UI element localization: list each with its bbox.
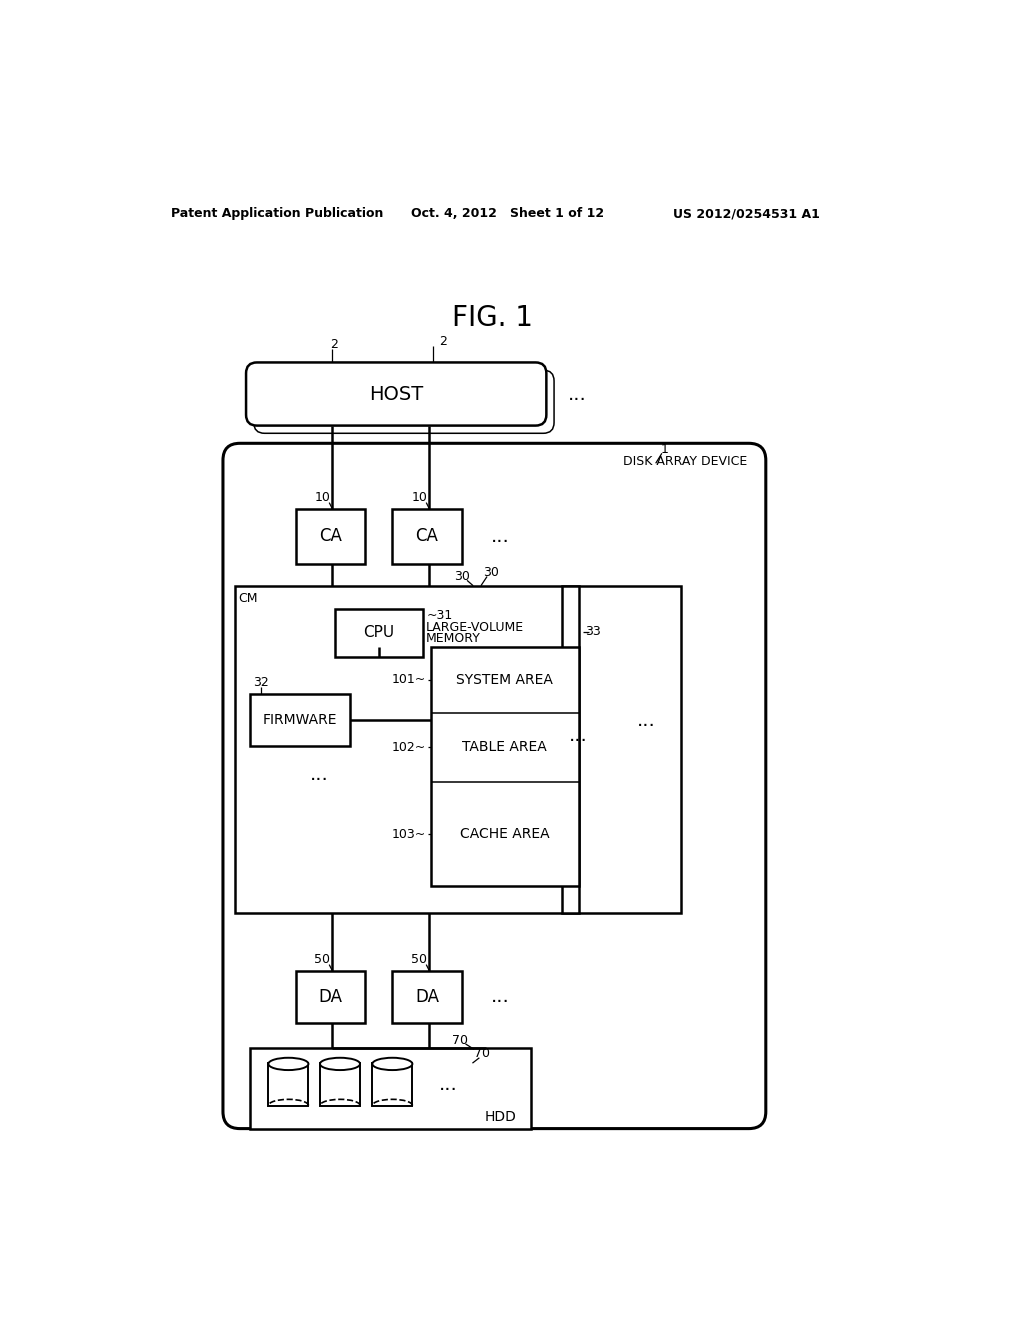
Ellipse shape: [268, 1057, 308, 1071]
Text: 30: 30: [483, 566, 499, 579]
FancyBboxPatch shape: [254, 370, 554, 433]
Bar: [319, 1063, 360, 1106]
Text: DA: DA: [318, 987, 343, 1006]
Text: HDD: HDD: [484, 1110, 516, 1125]
Text: CA: CA: [319, 528, 342, 545]
Text: Oct. 4, 2012   Sheet 1 of 12: Oct. 4, 2012 Sheet 1 of 12: [412, 207, 604, 220]
Bar: [562, 586, 579, 913]
Text: 70: 70: [474, 1047, 490, 1060]
Text: US 2012/0254531 A1: US 2012/0254531 A1: [673, 207, 820, 220]
Bar: [234, 586, 681, 913]
Text: HOST: HOST: [369, 384, 423, 404]
Text: ...: ...: [569, 726, 588, 746]
Text: TABLE AREA: TABLE AREA: [463, 741, 547, 755]
Text: ...: ...: [310, 764, 329, 784]
Text: 1: 1: [660, 444, 668, 455]
Bar: [392, 508, 462, 564]
Text: ...: ...: [567, 384, 587, 404]
Text: 32: 32: [253, 676, 268, 689]
Text: ~31: ~31: [426, 609, 453, 622]
Text: ...: ...: [490, 527, 510, 546]
Text: LARGE-VOLUME: LARGE-VOLUME: [426, 620, 524, 634]
Text: 70: 70: [453, 1034, 468, 1047]
Text: 30: 30: [454, 570, 470, 583]
Bar: [268, 1063, 308, 1106]
Text: SYSTEM AREA: SYSTEM AREA: [457, 673, 553, 686]
Text: 2: 2: [330, 338, 338, 351]
Text: 103~: 103~: [392, 828, 426, 841]
Text: 50: 50: [313, 953, 330, 966]
Text: CA: CA: [416, 528, 438, 545]
Text: DISK ARRAY DEVICE: DISK ARRAY DEVICE: [624, 454, 748, 467]
Text: FIRMWARE: FIRMWARE: [263, 713, 337, 727]
Bar: [250, 1048, 531, 1129]
Ellipse shape: [319, 1057, 360, 1071]
Bar: [250, 693, 350, 746]
Bar: [431, 647, 579, 886]
Text: CPU: CPU: [362, 626, 394, 640]
Text: 10: 10: [315, 491, 331, 504]
FancyBboxPatch shape: [246, 363, 547, 425]
FancyBboxPatch shape: [223, 444, 766, 1129]
Text: 33: 33: [585, 626, 600, 639]
Text: 2: 2: [439, 335, 447, 348]
Bar: [296, 508, 366, 564]
Bar: [373, 1063, 413, 1106]
Bar: [335, 609, 423, 656]
Text: MEMORY: MEMORY: [426, 631, 481, 644]
Text: ...: ...: [637, 711, 655, 730]
Text: CM: CM: [239, 591, 258, 605]
Text: ...: ...: [439, 1076, 458, 1094]
Text: FIG. 1: FIG. 1: [452, 304, 532, 331]
Text: 50: 50: [411, 953, 427, 966]
Bar: [392, 970, 462, 1023]
Text: ...: ...: [490, 987, 510, 1006]
Text: CACHE AREA: CACHE AREA: [460, 828, 550, 841]
Text: 10: 10: [412, 491, 428, 504]
Ellipse shape: [373, 1057, 413, 1071]
Text: 102~: 102~: [392, 741, 426, 754]
Text: 101~: 101~: [392, 673, 426, 686]
Text: Patent Application Publication: Patent Application Publication: [171, 207, 383, 220]
Text: DA: DA: [415, 987, 439, 1006]
Bar: [296, 970, 366, 1023]
